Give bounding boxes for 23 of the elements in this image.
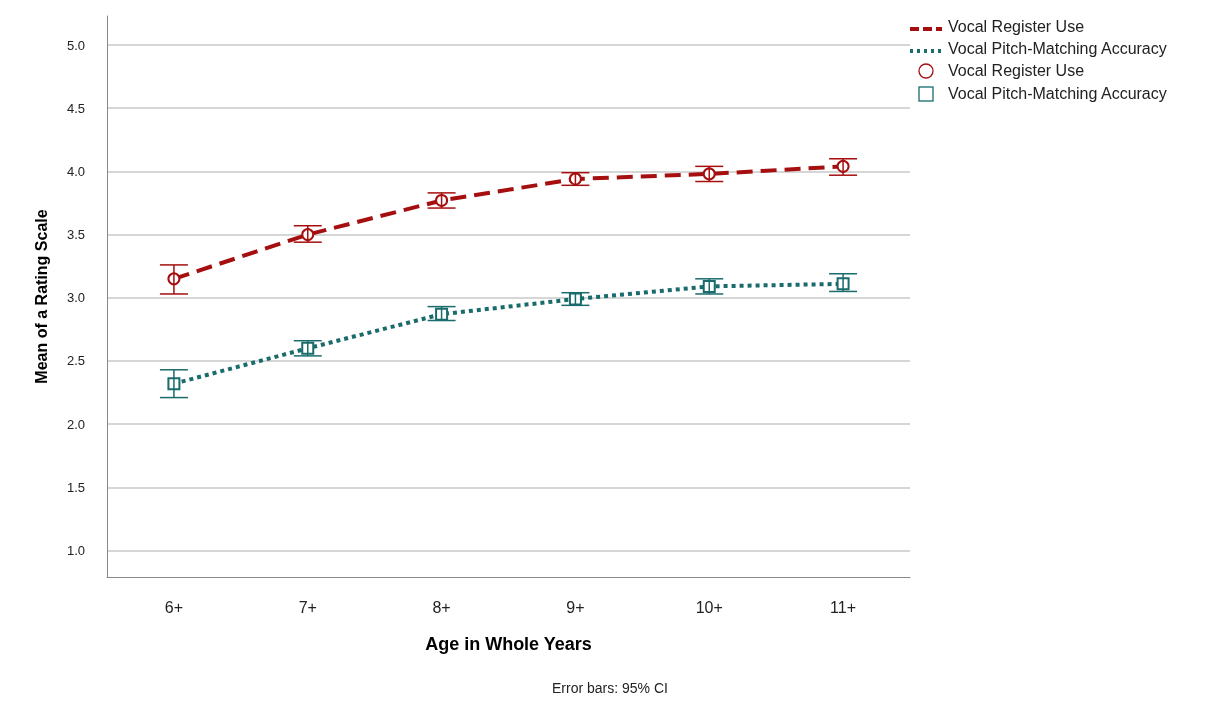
y-tick-label: 4.5 (66, 100, 85, 116)
y-tick-label: 4.0 (66, 163, 85, 179)
text: Vocal Pitch-Matching Accuracy (948, 40, 1167, 57)
y-tick-label: 3.5 (66, 227, 85, 243)
y-tick-label: 3.0 (66, 290, 85, 306)
y-tick-label: 2.5 (66, 353, 85, 369)
y-tick-label: 2.0 (66, 416, 85, 432)
point (702, 279, 716, 293)
x-tick-label: 7+ (298, 598, 317, 616)
text: Vocal Register Use (948, 18, 1085, 35)
x-tick-label: 8+ (432, 598, 451, 616)
y-tick-label: 1.0 (66, 542, 85, 558)
x-axis-title: Age in Whole Years (425, 634, 592, 654)
y-axis-title: Mean of a Rating Scale (32, 209, 50, 384)
legend-label: Vocal Pitch-Matching Accuracy (948, 85, 1167, 103)
legend-label: Vocal Register Use (948, 62, 1085, 80)
text: Error bars: 95% CI (551, 680, 669, 696)
x-tick-label: 10+ (695, 598, 723, 616)
y-tick-label: 1.5 (66, 479, 85, 495)
x-tick-label: 9+ (566, 598, 585, 616)
x-tick-label: 11+ (830, 598, 857, 616)
y-tick-label: 5.0 (66, 37, 85, 53)
x-tick-label: 6+ (164, 598, 184, 616)
